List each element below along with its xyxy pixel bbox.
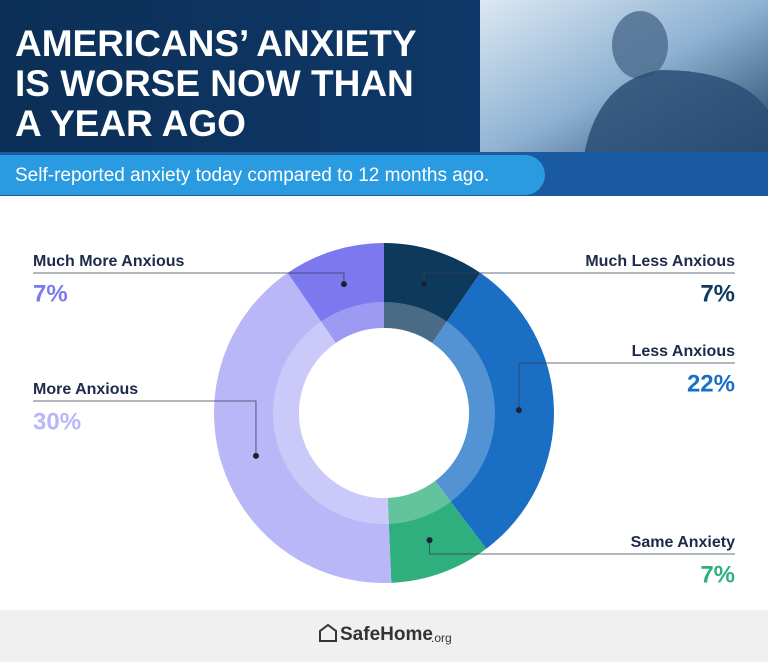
donut-segment: [384, 243, 481, 343]
brand-icon: [319, 623, 337, 642]
donut-segment: [214, 272, 392, 583]
leader-dot: [426, 537, 433, 544]
brand-suffix: .org: [431, 631, 452, 645]
leader-dot: [340, 281, 347, 288]
category-label: Much Less Anxious: [585, 253, 735, 270]
value-label: 7%: [33, 280, 68, 307]
subtitle-bar: [0, 155, 545, 195]
leader-dot: [421, 281, 428, 288]
category-label: Same Anxiety: [631, 534, 735, 551]
title-line: A YEAR AGO: [15, 103, 246, 144]
category-label: Less Anxious: [632, 343, 736, 360]
category-label: More Anxious: [33, 381, 138, 398]
leader-dot: [252, 452, 259, 459]
subtitle: Self-reported anxiety today compared to …: [15, 165, 489, 186]
value-label: 22%: [687, 370, 735, 397]
leader-line: [33, 272, 345, 285]
donut-segment: [432, 272, 555, 549]
value-label: 7%: [700, 280, 735, 307]
donut-segment: [387, 480, 487, 583]
leader-line: [423, 272, 735, 285]
value-label: 30%: [33, 408, 81, 435]
title-line: AMERICANS’ ANXIETY: [15, 23, 417, 64]
footer: [0, 610, 768, 662]
leader-line: [518, 362, 735, 411]
leader-line: [429, 540, 735, 555]
leader-line: [33, 400, 257, 456]
donut: Much Less Anxious 7% Less Anxious 22% Same A…: [33, 243, 735, 588]
donut-hole: [299, 328, 469, 498]
donut-segment: [287, 243, 384, 343]
value-label: 7%: [700, 561, 735, 588]
header-photo: [480, 0, 768, 160]
title-line: IS WORSE NOW THAN: [15, 63, 414, 104]
brand: SafeHome: [340, 624, 433, 645]
category-label: Much More Anxious: [33, 253, 185, 270]
inner-ring: [273, 302, 495, 524]
leader-dot: [515, 407, 522, 414]
